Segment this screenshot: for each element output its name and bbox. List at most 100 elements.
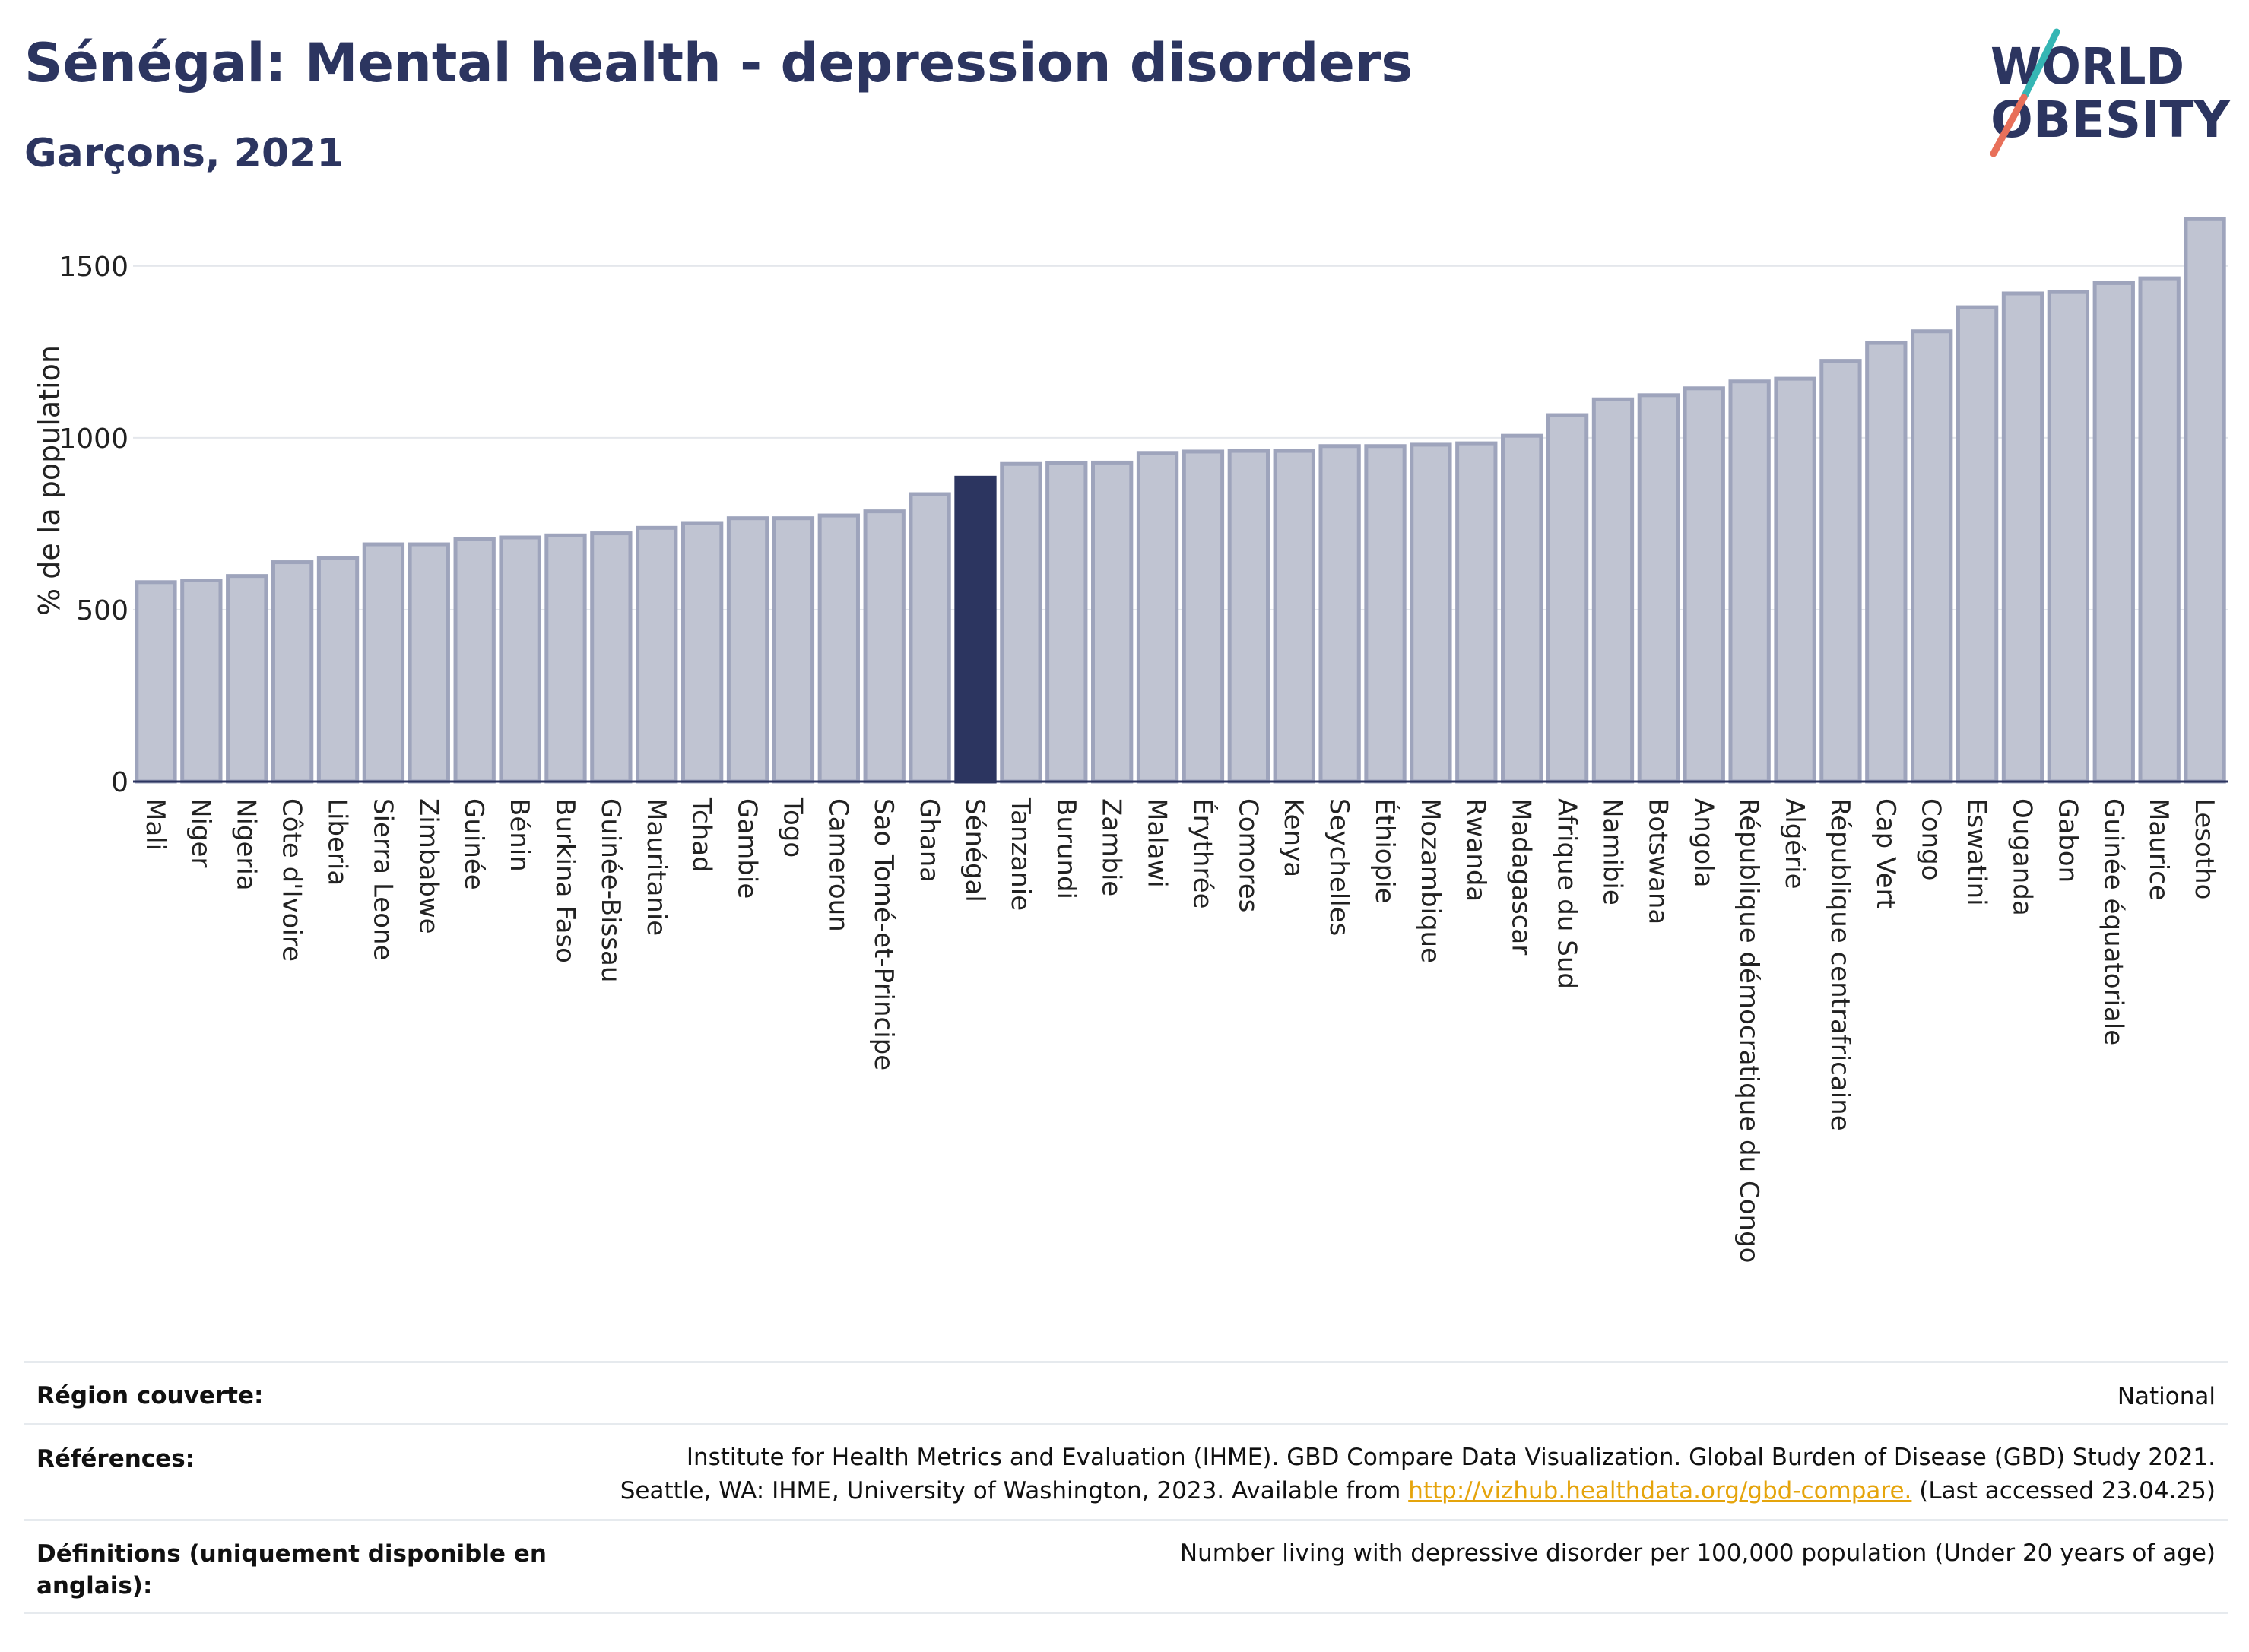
x-tick-label: Burkina Faso (550, 798, 580, 963)
y-tick-label: 500 (76, 595, 128, 626)
x-tick-label: Gabon (2052, 798, 2082, 883)
bar (453, 537, 496, 784)
x-tick-label: Algérie (1779, 798, 1810, 889)
x-tick-label: Madagascar (1506, 798, 1537, 955)
chart-title: Sénégal: Mental health - depression diso… (24, 32, 1413, 94)
bar (1546, 413, 1589, 784)
x-tick-label: Sao Tomé-et-Principe (868, 798, 899, 1070)
bar (1956, 305, 1999, 784)
chart-subtitle: Garçons, 2021 (24, 131, 344, 176)
x-tick-label: Togo (777, 797, 807, 858)
bar (590, 531, 633, 784)
y-tick-label: 0 (111, 767, 128, 798)
bar (226, 574, 268, 784)
x-tick-label: Bénin (504, 798, 534, 872)
x-tick-label: Lesotho (2189, 798, 2219, 899)
x-tick-label: Ouganda (2006, 798, 2037, 916)
bar (1182, 449, 1225, 784)
bar (1227, 449, 1270, 784)
world-obesity-logo: WORLD OBESITY (1990, 28, 2231, 157)
x-tick-label: Mozambique (1415, 798, 1445, 963)
bar (1819, 359, 1862, 784)
bar (909, 492, 951, 784)
x-tick-label: Niger (186, 798, 216, 867)
y-axis-label: % de la population (33, 345, 66, 616)
bar (408, 542, 450, 784)
bar (544, 533, 587, 784)
bar (1501, 433, 1543, 784)
x-tick-label: Botswana (1642, 798, 1673, 924)
x-tick-label: Éthiopie (1369, 798, 1400, 904)
references-label: Références: (36, 1445, 195, 1473)
bar (680, 521, 724, 784)
x-tick-label: Angola (1688, 798, 1718, 887)
x-tick-label: Sénégal (960, 798, 990, 902)
bar (1911, 329, 1953, 784)
bar (1000, 461, 1042, 784)
bar (2001, 291, 2044, 784)
bar (1045, 461, 1088, 784)
meta-region-row: Région couverte: National (24, 1361, 2228, 1424)
bar (1865, 341, 1908, 784)
x-tick-label: Érythrée (1187, 798, 1218, 909)
references-line-2-post: (Last accessed 23.04.25) (1911, 1477, 2216, 1505)
bar (2092, 281, 2135, 784)
x-tick-label: Tchad (687, 797, 717, 873)
x-tick-label: Guinée équatoriale (2098, 798, 2128, 1045)
bar (1318, 444, 1361, 784)
references-line-2-pre: Seattle, WA: IHME, University of Washing… (620, 1477, 1409, 1505)
x-tick-label: Nigeria (231, 798, 262, 891)
bar (1455, 441, 1498, 784)
x-tick-label: Afrique du Sud (1552, 798, 1582, 989)
bar (362, 542, 405, 784)
bar (863, 509, 906, 784)
references-value: Institute for Health Metrics and Evaluat… (620, 1441, 2216, 1508)
meta-definitions-row: Définitions (uniquement disponible en an… (24, 1519, 2228, 1614)
x-tick-label: Burundi (1051, 798, 1081, 899)
x-tick-label: République démocratique du Congo (1734, 798, 1764, 1263)
bar (2138, 276, 2181, 784)
bar (1591, 397, 1635, 784)
x-tick-label: Zambie (1096, 798, 1127, 896)
bar (1091, 460, 1134, 784)
bar (316, 556, 360, 784)
bars (135, 217, 2226, 784)
bar (1728, 379, 1771, 784)
x-tick-label: Rwanda (1461, 798, 1491, 902)
y-tick-label: 1000 (59, 423, 128, 455)
meta-references-row: Références: Institute for Health Metrics… (24, 1423, 2228, 1520)
x-tick-label: Cameroun (823, 798, 853, 932)
y-tick-label: 1500 (59, 252, 128, 283)
bar (817, 513, 860, 784)
bar (954, 475, 997, 784)
definitions-label: Définitions (uniquement disponible en an… (36, 1540, 547, 1600)
x-tick-label: Gambie (732, 798, 763, 899)
bar (636, 525, 678, 784)
bar (1364, 444, 1407, 784)
x-tick-label: Tanzanie (1005, 797, 1036, 911)
x-tick-label: Ghana (914, 798, 944, 883)
meta-bottom-border (24, 1612, 2228, 1614)
x-tick-label: Mali (140, 798, 170, 851)
x-tick-label: Eswatini (1962, 798, 1992, 906)
bar (1637, 393, 1680, 784)
x-tick-label: Maurice (2143, 798, 2174, 901)
bar (1273, 449, 1315, 784)
references-link[interactable]: http://vizhub.healthdata.org/gbd-compare… (1408, 1477, 1912, 1505)
x-tick-label: Sierra Leone (367, 798, 398, 960)
bar (499, 535, 541, 784)
region-value: National (2117, 1383, 2216, 1410)
bar (1410, 442, 1452, 784)
x-tick-label: République centrafricaine (1825, 798, 1855, 1131)
bar (2184, 217, 2226, 784)
bar-chart: 0 500 1000 1500 Mali Niger Nigeria Côte d'Ivoir… (33, 217, 2228, 1263)
svg-text:OBESITY: OBESITY (1990, 90, 2231, 149)
x-tick-label: Comores (1232, 798, 1263, 912)
x-tick-label: Mauritanie (641, 798, 671, 936)
bar (772, 516, 815, 784)
x-tick-label: Côte d'Ivoire (277, 798, 307, 962)
svg-text:WORLD: WORLD (1990, 37, 2184, 96)
bar (1683, 386, 1725, 784)
region-label: Région couverte: (36, 1382, 264, 1409)
x-tick-label: Cap Vert (1870, 798, 1901, 909)
